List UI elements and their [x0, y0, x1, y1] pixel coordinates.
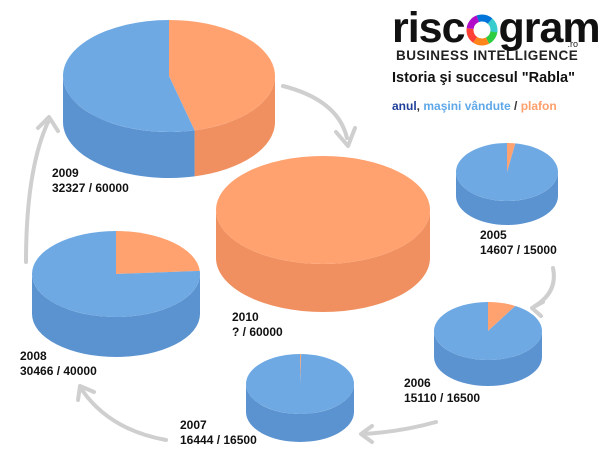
chart-title: Istoria şi succesul "Rabla": [392, 70, 575, 86]
logo-wordmark: risc grama: [392, 4, 600, 52]
pie-label-values: ? / 60000: [232, 325, 283, 339]
pie-slice-sold: [63, 20, 195, 132]
pie-label: 2006 15110 / 16500: [404, 376, 480, 406]
arrow-head: [530, 300, 545, 318]
pie-label-year: 2009: [52, 166, 79, 180]
pie-label-year: 2008: [20, 349, 47, 363]
pie-label-year: 2007: [180, 418, 207, 432]
pie-side-sold: [32, 274, 200, 357]
pie-side-sold: [63, 76, 195, 179]
pie-slice-cap: [169, 20, 276, 131]
logo-tagline: BUSINESS INTELLIGENCE: [396, 48, 579, 63]
arrow-head: [36, 115, 60, 133]
pie-side-sold: [246, 384, 354, 442]
pie-slice-sold: [455, 143, 558, 201]
pie-label-values: 14607 / 15000: [480, 243, 557, 257]
arrow-connector: [80, 388, 168, 442]
pie-label-values: 15110 / 16500: [404, 391, 481, 405]
pie-side-cap: [194, 76, 275, 177]
arrow-head: [359, 424, 374, 444]
pie-label: 2010 ? / 60000: [232, 310, 283, 340]
pie-slice-sold: [245, 354, 354, 414]
pie-slice-cap: [507, 143, 516, 172]
logo-tld: .ro: [567, 39, 578, 49]
pie-2008: [31, 231, 200, 357]
pie-slice-cap: [116, 231, 200, 274]
pie-label: 2005 14607 / 15000: [480, 228, 557, 258]
arrow-connector: [281, 84, 349, 140]
pie-2009: [63, 20, 276, 179]
pie-label-values: 16444 / 16500: [180, 433, 257, 447]
pie-side-sold: [456, 172, 558, 225]
logo-suffix: grama: [498, 4, 600, 52]
legend: anul, maşini vândute / plafon: [392, 99, 557, 113]
arrow-head: [334, 126, 357, 148]
logo-prefix: risc: [392, 4, 466, 52]
pie-slice-cap: [488, 302, 516, 331]
arrow-connector: [533, 266, 556, 308]
brand-logo: risc grama .ro BUSINESS INTELLIGENCE: [390, 4, 600, 74]
pie-label: 2007 16444 / 16500: [180, 418, 257, 448]
pie-2007: [245, 354, 354, 442]
legend-year: anul: [392, 99, 417, 113]
pie-2006: [433, 302, 542, 386]
logo-ring-icon: [466, 14, 498, 46]
pie-label-year: 2010: [232, 310, 259, 324]
pie-slice-cap: [216, 156, 430, 264]
pie-slice-cap: [300, 354, 302, 384]
legend-sold: maşini vândute: [423, 99, 511, 113]
pie-label: 2009 32327 / 60000: [52, 166, 129, 196]
arrow-head: [76, 384, 96, 402]
pie-side-cap: [216, 210, 430, 312]
legend-separator: ,: [416, 99, 424, 113]
arrow-connector: [24, 120, 50, 264]
pie-label-year: 2006: [404, 376, 431, 390]
pie-slice-sold: [433, 302, 542, 360]
pie-2010: [216, 156, 430, 312]
pie-side-sold: [434, 331, 542, 386]
legend-separator: /: [510, 99, 521, 113]
arrow-connector: [360, 420, 438, 436]
pie-2005: [455, 143, 558, 225]
pie-label-values: 32327 / 60000: [52, 181, 129, 195]
pie-label-year: 2005: [480, 228, 507, 242]
pie-label-values: 30466 / 40000: [20, 364, 97, 378]
legend-cap: plafon: [520, 99, 557, 113]
pie-label: 2008 30466 / 40000: [20, 349, 97, 379]
pie-slice-sold: [31, 231, 200, 318]
